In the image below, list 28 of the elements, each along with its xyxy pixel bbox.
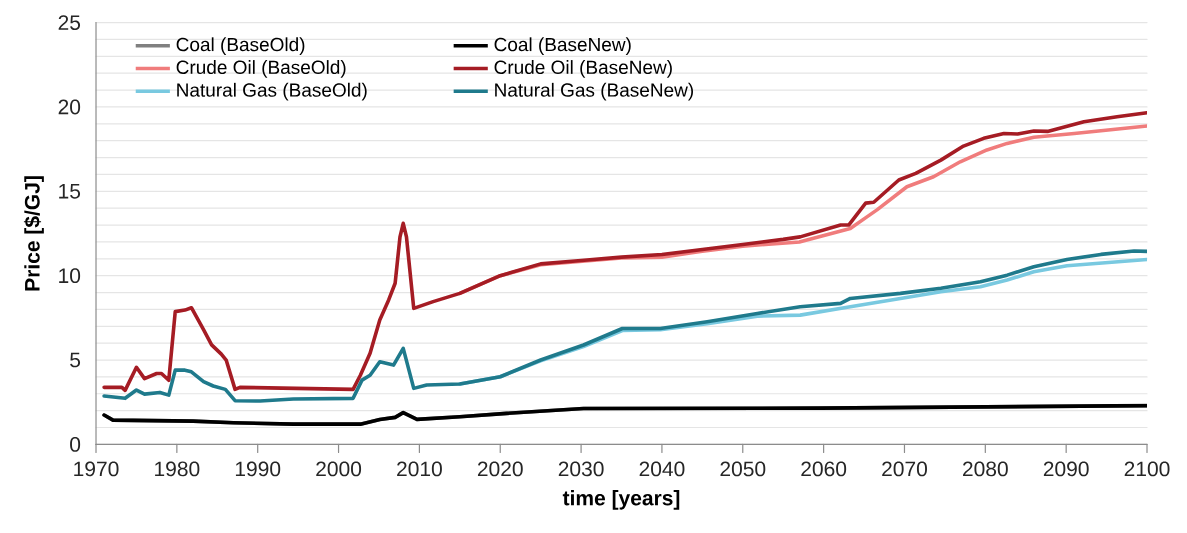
x-tick-label: 2090 — [1043, 461, 1089, 477]
x-tick-label: 1980 — [155, 461, 200, 477]
legend-label: Coal (BaseNew) — [494, 37, 631, 55]
x-tick-label: 1970 — [74, 461, 119, 477]
y-tick-label: 25 — [58, 15, 81, 31]
x-tick-label: 2060 — [801, 461, 847, 477]
legend-label: Natural Gas (BaseOld) — [177, 82, 367, 101]
y-tick-label: 10 — [59, 268, 81, 284]
y-tick-label: 5 — [70, 352, 81, 368]
y-tick-label: 20 — [58, 99, 81, 115]
x-tick-label: 2040 — [639, 461, 685, 477]
legend-label: Crude Oil (BaseOld) — [176, 60, 346, 78]
x-tick-label: 2070 — [882, 461, 927, 477]
y-tick-label: 15 — [59, 184, 81, 199]
legend-label: Crude Oil (BaseNew) — [494, 60, 672, 78]
x-tick-label: 2010 — [397, 461, 442, 477]
x-tick-label: 1990 — [235, 461, 281, 477]
x-axis-title: time [years] — [562, 490, 680, 510]
legend-label: Natural Gas (BaseNew) — [495, 82, 693, 101]
y-axis-title: Price [$/GJ] — [23, 176, 44, 291]
x-tick-label: 2000 — [316, 461, 362, 477]
y-tick-label: 0 — [70, 436, 81, 452]
x-tick-label: 2030 — [558, 461, 604, 477]
x-tick-label: 2050 — [720, 461, 766, 477]
legend-label: Coal (BaseOld) — [176, 37, 305, 55]
x-tick-label: 2080 — [963, 461, 1008, 477]
x-tick-label: 2020 — [477, 461, 523, 477]
x-tick-label: 2100 — [1124, 461, 1170, 477]
